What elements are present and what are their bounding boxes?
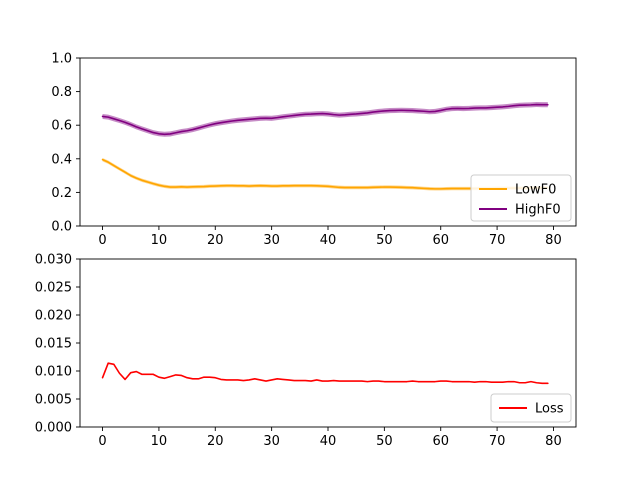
legend-entry-lowf0: LowF0 bbox=[479, 183, 556, 198]
y-tick-label: 1.0 bbox=[51, 52, 72, 67]
legend: LowF0 HighF0 bbox=[470, 174, 572, 222]
y-tick-label: 0.005 bbox=[35, 393, 72, 408]
y-axis: 0.0 0.2 0.4 0.6 0.8 1.0 bbox=[51, 52, 80, 235]
y-tick-label: 0.010 bbox=[35, 365, 72, 380]
y-tick-label: 0.000 bbox=[35, 421, 72, 436]
x-tick-label: 70 bbox=[489, 434, 506, 449]
x-tick-label: 30 bbox=[263, 434, 280, 449]
x-tick-label: 80 bbox=[545, 434, 562, 449]
series-line-highf0 bbox=[101, 103, 549, 136]
y-tick-label: 0.020 bbox=[35, 309, 72, 324]
series-highf0 bbox=[101, 102, 549, 137]
y-tick-label: 0.6 bbox=[51, 119, 72, 134]
x-tick-label: 50 bbox=[376, 233, 393, 248]
y-tick-label: 0.025 bbox=[35, 281, 72, 296]
x-tick-label: 0 bbox=[98, 434, 106, 449]
x-axis: 0 10 20 30 40 50 60 70 80 bbox=[98, 427, 562, 449]
y-tick-label: 0.0 bbox=[51, 220, 72, 235]
y-tick-label: 0.8 bbox=[51, 85, 72, 100]
x-tick-label: 70 bbox=[489, 233, 506, 248]
legend-entry-loss: Loss bbox=[499, 402, 564, 417]
x-tick-label: 40 bbox=[320, 434, 337, 449]
x-tick-label: 40 bbox=[320, 233, 337, 248]
x-tick-label: 10 bbox=[151, 434, 168, 449]
series-line-loss bbox=[101, 362, 549, 385]
legend-label: HighF0 bbox=[515, 203, 561, 218]
x-tick-label: 60 bbox=[432, 233, 449, 248]
subplot-1: 0 10 20 30 40 50 60 70 80 0.0 0.2 0.4 0.6 0.8 1.0 LowF0… bbox=[51, 52, 577, 248]
series-loss bbox=[101, 362, 549, 385]
legend-label: Loss bbox=[535, 402, 564, 417]
y-tick-label: 0.4 bbox=[51, 152, 72, 167]
y-axis: 0.000 0.005 0.010 0.015 0.020 0.025 0.030 bbox=[35, 253, 80, 436]
x-tick-label: 80 bbox=[545, 233, 562, 248]
subplot-2: 0 10 20 30 40 50 60 70 800.0000.0050.0100.0150.0… bbox=[35, 253, 577, 449]
legend-entry-highf0: HighF0 bbox=[479, 203, 561, 218]
legend-label: LowF0 bbox=[515, 183, 556, 198]
x-tick-label: 60 bbox=[432, 434, 449, 449]
y-tick-label: 0.2 bbox=[51, 186, 72, 201]
x-tick-label: 0 bbox=[98, 233, 106, 248]
y-tick-label: 0.030 bbox=[35, 253, 72, 268]
x-tick-label: 30 bbox=[263, 233, 280, 248]
x-tick-label: 50 bbox=[376, 434, 393, 449]
legend-box bbox=[490, 393, 572, 423]
x-tick-label: 20 bbox=[207, 434, 224, 449]
subplots: 0 10 20 30 40 50 60 70 80 0.0 0.2 0.4 0.6 0.8 1.0 LowF0… bbox=[35, 52, 577, 449]
x-axis: 0 10 20 30 40 50 60 70 80 bbox=[98, 226, 562, 248]
legend: Loss bbox=[490, 393, 572, 423]
y-tick-label: 0.015 bbox=[35, 337, 72, 352]
x-tick-label: 20 bbox=[207, 233, 224, 248]
x-tick-label: 10 bbox=[151, 233, 168, 248]
